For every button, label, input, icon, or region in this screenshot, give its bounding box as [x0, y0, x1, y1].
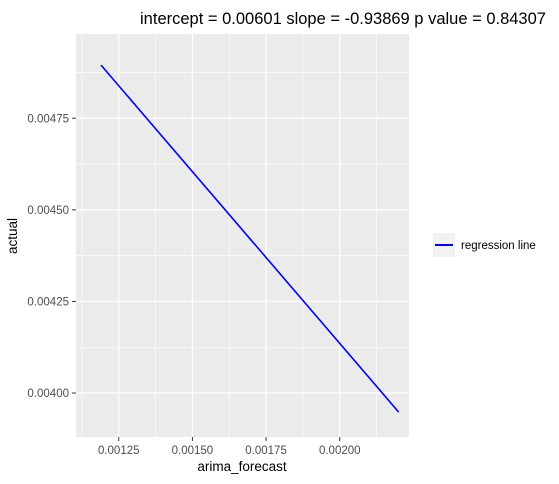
legend-label: regression line: [461, 240, 536, 252]
x-tick-label: 0.00150: [172, 445, 214, 457]
x-tick-label: 0.00175: [245, 445, 287, 457]
y-tick-label: 0.00475: [27, 113, 69, 125]
regression-line: [100, 64, 400, 413]
y-axis-ticks: 0.00400 0.00425 0.00450 0.00475: [27, 113, 76, 400]
y-tick-label: 0.00400: [27, 388, 69, 400]
series-layer: [100, 64, 400, 413]
y-axis-title: actual: [5, 218, 20, 254]
chart-title: intercept = 0.00601 slope = -0.93869 p v…: [140, 10, 546, 28]
x-axis-ticks: 0.00125 0.00150 0.00175 0.00200: [98, 437, 361, 457]
x-tick-label: 0.00200: [319, 445, 361, 457]
x-axis-title: arima_forecast: [197, 459, 287, 474]
x-tick-label: 0.00125: [98, 445, 140, 457]
y-tick-label: 0.00425: [27, 296, 69, 308]
minor-gridlines: [76, 34, 409, 437]
y-tick-label: 0.00450: [27, 205, 69, 217]
major-gridlines: [76, 34, 409, 437]
legend: regression line: [433, 233, 536, 257]
